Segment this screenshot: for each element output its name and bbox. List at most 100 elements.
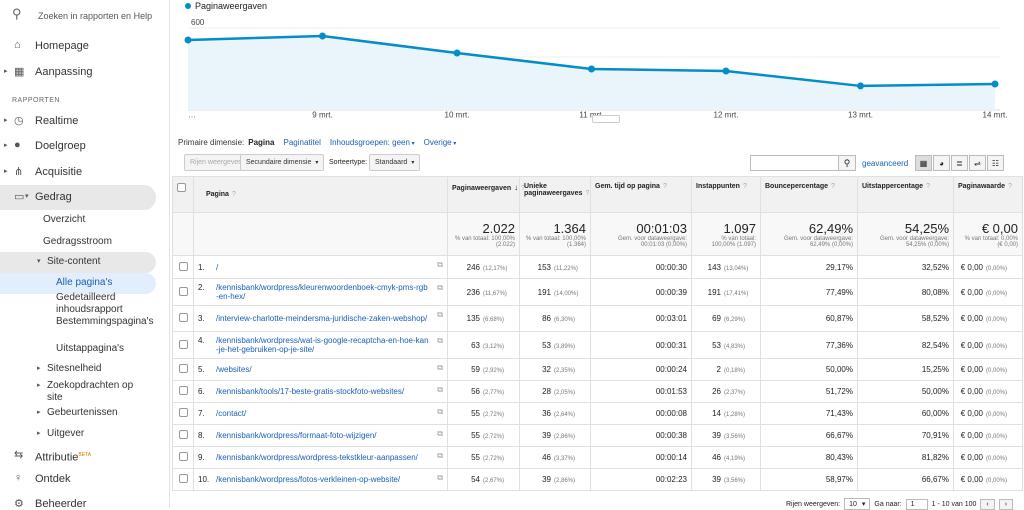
- value: 00:00:38: [655, 431, 687, 440]
- view-toggle[interactable]: ▦: [915, 155, 932, 171]
- nav-item[interactable]: Uitstappagina's: [56, 343, 125, 354]
- view-toggle[interactable]: ☷: [987, 155, 1004, 171]
- header-cell[interactable]: Bouncepercentage?: [760, 176, 858, 213]
- cell: € 0,00 (0,00%): [953, 402, 1023, 425]
- page-link[interactable]: /contact/: [216, 409, 247, 418]
- open-icon[interactable]: ⧉: [437, 473, 443, 482]
- open-icon[interactable]: ⧉: [437, 310, 443, 319]
- page-link[interactable]: /kennisbank/wordpress/wat-is-google-reca…: [216, 336, 429, 354]
- checkbox[interactable]: [178, 313, 188, 322]
- nav-item[interactable]: Acquisitie: [35, 166, 83, 178]
- checkbox[interactable]: [178, 339, 188, 349]
- checkbox[interactable]: [178, 386, 188, 395]
- page-link[interactable]: /websites/: [216, 365, 252, 374]
- open-icon[interactable]: ⧉: [437, 429, 443, 438]
- view-toggle[interactable]: ≣: [951, 155, 968, 171]
- dimension-option[interactable]: Inhoudsgroepen: geen: [329, 138, 410, 147]
- search-button[interactable]: ⚲: [838, 155, 856, 171]
- toolbar-button[interactable]: Secundaire dimensie ▾: [240, 154, 325, 171]
- cell: 77,36%: [760, 331, 858, 359]
- checkbox[interactable]: [178, 286, 188, 296]
- cell: 00:00:31: [590, 331, 692, 359]
- checkbox[interactable]: [178, 364, 188, 373]
- view-toggle[interactable]: ⇌: [969, 155, 986, 171]
- nav-item[interactable]: Doelgroep: [35, 140, 86, 152]
- page-link[interactable]: /: [216, 262, 219, 272]
- point: [991, 80, 999, 88]
- checkbox[interactable]: [178, 430, 188, 439]
- row-number: 8.: [198, 431, 205, 440]
- nav-item[interactable]: Uitgever: [47, 428, 85, 439]
- cell: € 0,00 (0,00%): [953, 331, 1023, 359]
- header-label: Pagina: [206, 191, 229, 198]
- chart-handle[interactable]: [592, 115, 620, 123]
- header-cell[interactable]: Unieke paginaweergaves?: [519, 176, 591, 213]
- dimension-option[interactable]: Paginatitel: [283, 138, 321, 147]
- header-cell[interactable]: Paginaweergaven↓?: [447, 176, 525, 213]
- header-cell[interactable]: Paginawaarde?: [953, 176, 1023, 213]
- nav-item[interactable]: Alle pagina's: [56, 277, 113, 288]
- open-icon[interactable]: ⧉: [437, 336, 443, 345]
- page-link[interactable]: /interview-charlotte-meindersma-juridisc…: [216, 314, 428, 323]
- nav-item[interactable]: Beheerder: [35, 498, 87, 508]
- toolbar-button[interactable]: Standaard ▾: [369, 154, 421, 171]
- value: 80,08%: [921, 287, 949, 297]
- cell: 1. / ⧉: [193, 255, 448, 279]
- page-link[interactable]: /kennisbank/wordpress/formaat-foto-wijzi…: [216, 431, 377, 440]
- cell: 70,91%: [857, 424, 954, 447]
- cell: 80,43%: [760, 446, 858, 469]
- open-icon[interactable]: ⧉: [437, 283, 443, 292]
- cell: 60,87%: [760, 305, 858, 332]
- nav-item[interactable]: Gebeurtenissen: [47, 407, 118, 418]
- nav-item[interactable]: Sitesnelheid: [47, 363, 102, 374]
- checkbox[interactable]: [178, 452, 188, 461]
- percent: (2,35%): [554, 368, 576, 374]
- percent: (0,00%): [986, 390, 1008, 396]
- nav-item[interactable]: Zoekopdrachten op site: [47, 380, 134, 403]
- nav-item[interactable]: Aanpassing: [35, 66, 93, 78]
- open-icon[interactable]: ⧉: [437, 407, 443, 416]
- value: 15,25%: [921, 365, 949, 374]
- page-link[interactable]: /kennisbank/wordpress/wordpress-tekstkle…: [216, 453, 418, 462]
- open-icon[interactable]: ⧉: [437, 451, 443, 460]
- toolbar-button[interactable]: Rijen weergeven: [184, 154, 249, 171]
- cell: 7. /contact/ ⧉: [193, 402, 448, 425]
- checkbox[interactable]: [178, 408, 188, 417]
- percent: (2,05%): [554, 390, 576, 396]
- page-link[interactable]: /kennisbank/tools/17-beste-gratis-stockf…: [216, 387, 405, 396]
- point: [319, 32, 326, 40]
- nav-item[interactable]: Overzicht: [43, 214, 86, 225]
- dimension-option[interactable]: Overige: [423, 138, 452, 147]
- nav-icon: ♀: [14, 472, 23, 484]
- page-link[interactable]: /kennisbank/wordpress/fotos-verkleinen-o…: [216, 475, 401, 484]
- row-number: 10.: [198, 475, 210, 484]
- page-link[interactable]: /kennisbank/wordpress/kleurenwoordenboek…: [216, 283, 428, 301]
- open-icon[interactable]: ⧉: [437, 385, 443, 394]
- checkbox[interactable]: [178, 474, 188, 483]
- cell: 46 (3,37%): [519, 446, 591, 469]
- open-icon[interactable]: ⧉: [437, 260, 443, 269]
- nav-item[interactable]: Homepage: [35, 40, 89, 52]
- rows-select[interactable]: 10 ▾: [844, 498, 871, 510]
- checkbox[interactable]: [177, 183, 186, 192]
- search[interactable]: Zoeken in rapporten en Help: [38, 11, 153, 21]
- header-cell[interactable]: Gem. tijd op pagina?: [590, 176, 692, 213]
- checkbox[interactable]: [178, 261, 188, 271]
- total-note: Gem. voor dataweergave: 54,25% (0,00%): [879, 235, 949, 248]
- view-toggle[interactable]: ◕: [933, 155, 950, 171]
- nav-item[interactable]: AttributieBETA: [35, 451, 92, 464]
- nav-item[interactable]: Gedrag: [35, 191, 72, 203]
- nav-item[interactable]: Bestemmingspagina's: [56, 316, 154, 327]
- header-label: Instappunten: [696, 183, 740, 190]
- header-cell[interactable]: Instappunten?: [691, 176, 761, 213]
- header-cell[interactable]: Uitstappercentage?: [857, 176, 954, 213]
- nav-item[interactable]: Ontdek: [35, 473, 71, 485]
- header-cell[interactable]: Pagina?: [193, 176, 448, 213]
- nav-item[interactable]: Gedragsstroom: [43, 236, 112, 247]
- nav-item[interactable]: Site-content: [47, 256, 101, 267]
- open-icon[interactable]: ⧉: [437, 363, 443, 372]
- total-value: 54,25%: [904, 220, 949, 236]
- nav-item[interactable]: Realtime: [35, 115, 79, 127]
- nav-item[interactable]: Gedetailleerd inhoudsrapport: [56, 292, 123, 315]
- advanced-link[interactable]: geavanceerd: [862, 159, 909, 168]
